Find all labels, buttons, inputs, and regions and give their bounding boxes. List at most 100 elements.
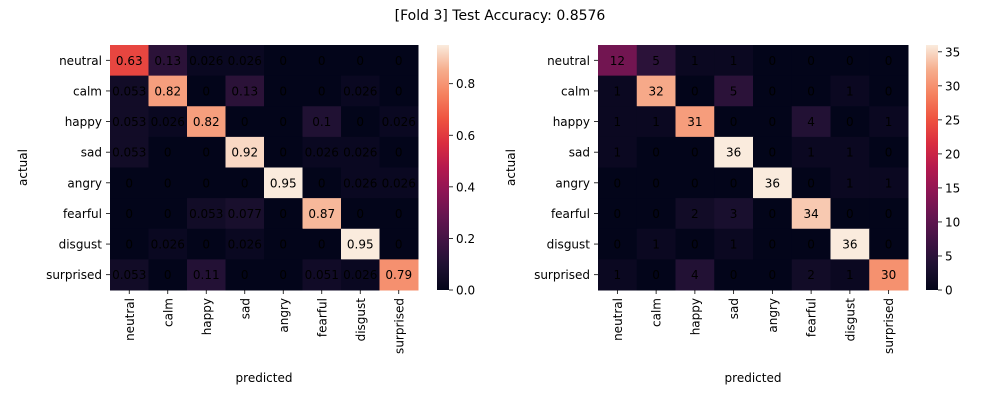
cell-happy-neutral [598,106,638,138]
cell-fearful-disgust [341,198,380,230]
x-tick-label: fearful [805,298,819,337]
cell-angry-happy [675,167,715,199]
cell-disgust-calm [148,228,188,260]
cell-happy-calm [636,106,676,138]
cell-angry-sad [714,167,754,199]
cell-annotation: 0 [125,238,133,252]
cell-annotation: 0.051 [305,268,339,282]
cell-neutral-sad [714,45,754,77]
cell-annotation: 0 [279,84,287,98]
cell-fearful-calm [636,198,676,230]
colorbar [437,45,449,290]
cell-surprised-fearful [302,259,342,291]
cell-sad-disgust [341,136,380,168]
cell-annotation: 0 [202,146,210,160]
cell-happy-angry [753,106,793,138]
cell-fearful-disgust [830,198,870,230]
cell-disgust-neutral [110,228,149,260]
cell-annotation: 0.79 [385,268,412,282]
cell-surprised-calm [148,259,188,291]
cell-calm-calm [148,75,188,107]
cell-angry-sad [225,167,265,199]
cell-annotation: 0.95 [347,238,374,252]
cell-annotation: 0 [652,207,660,221]
cell-annotation: 12 [610,54,625,68]
cell-angry-disgust [341,167,380,199]
colorbar-tick-label: 15 [945,181,960,195]
cell-disgust-sad [225,228,265,260]
cell-surprised-angry [753,259,793,291]
cell-annotation: 0.026 [382,176,416,190]
x-tick-label: sad [727,298,741,319]
cell-disgust-disgust [830,228,870,260]
cell-surprised-sad [225,259,265,291]
cell-annotation: 0 [356,207,364,221]
cell-annotation: 0.026 [189,54,223,68]
cell-annotation: 0.026 [151,115,185,129]
x-tick-label: surprised [882,298,896,354]
cell-annotation: 0 [807,238,815,252]
cell-annotation: 0 [652,146,660,160]
cell-neutral-disgust [341,45,380,77]
cell-annotation: 0 [164,146,172,160]
colorbar-tick-label: 0.4 [456,180,475,194]
cell-fearful-fearful [791,198,831,230]
cell-disgust-surprised [379,228,419,260]
colorbar-tick-label: 0 [945,284,953,298]
cell-annotation: 0 [356,115,364,129]
cell-surprised-calm [636,259,676,291]
cell-annotation: 0 [395,54,403,68]
cell-angry-happy [187,167,226,199]
cell-annotation: 0 [885,84,893,98]
cell-annotation: 0.077 [228,207,262,221]
cell-calm-neutral [110,75,149,107]
y-tick-label: neutral [59,54,102,68]
y-tick-label: sad [569,146,590,160]
x-tick-label: angry [277,298,291,333]
cell-annotation: 0 [769,268,777,282]
y-axis-label: actual [504,149,518,186]
cell-annotation: 0 [279,115,287,129]
cell-annotation: 1 [885,115,893,129]
cell-annotation: 0 [807,84,815,98]
cell-sad-calm [636,136,676,168]
cell-annotation: 0.026 [343,84,377,98]
cell-angry-calm [148,167,188,199]
cell-annotation: 1 [730,54,738,68]
cell-sad-sad [714,136,754,168]
cell-annotation: 0 [202,84,210,98]
cell-annotation: 3 [730,207,738,221]
cell-calm-angry [753,75,793,107]
cell-annotation: 0 [164,207,172,221]
cell-annotation: 0 [356,54,364,68]
cell-annotation: 2 [691,207,699,221]
cell-fearful-sad [225,198,265,230]
cell-annotation: 0 [279,238,287,252]
cell-disgust-happy [675,228,715,260]
cell-annotation: 0 [202,176,210,190]
cell-annotation: 4 [691,268,699,282]
cell-disgust-calm [636,228,676,260]
cell-annotation: 0.1 [312,115,331,129]
cell-annotation: 0 [125,176,133,190]
confusion-matrix-normalized: 0.63 0.13 0.026 0.026 0 0 0 0 0.053 0.82 0 0.13 0 0 0.… [16,45,475,385]
y-tick-label: surprised [534,268,590,282]
cell-surprised-sad [714,259,754,291]
x-tick-label: disgust [843,298,857,342]
cell-happy-disgust [830,106,870,138]
cell-annotation: 0 [769,207,777,221]
y-axis-label: actual [16,149,30,186]
cell-neutral-disgust [830,45,870,77]
cell-annotation: 0 [885,238,893,252]
cell-happy-sad [225,106,265,138]
cell-annotation: 0 [318,84,326,98]
cell-calm-surprised [379,75,419,107]
x-tick-label: sad [238,298,252,319]
cell-annotation: 0.026 [228,238,262,252]
cell-neutral-fearful [302,45,342,77]
cell-annotation: 0 [691,84,699,98]
x-tick-label: calm [650,298,664,327]
cell-annotation: 0 [769,84,777,98]
cell-annotation: 0.053 [189,207,223,221]
cell-annotation: 0 [202,238,210,252]
